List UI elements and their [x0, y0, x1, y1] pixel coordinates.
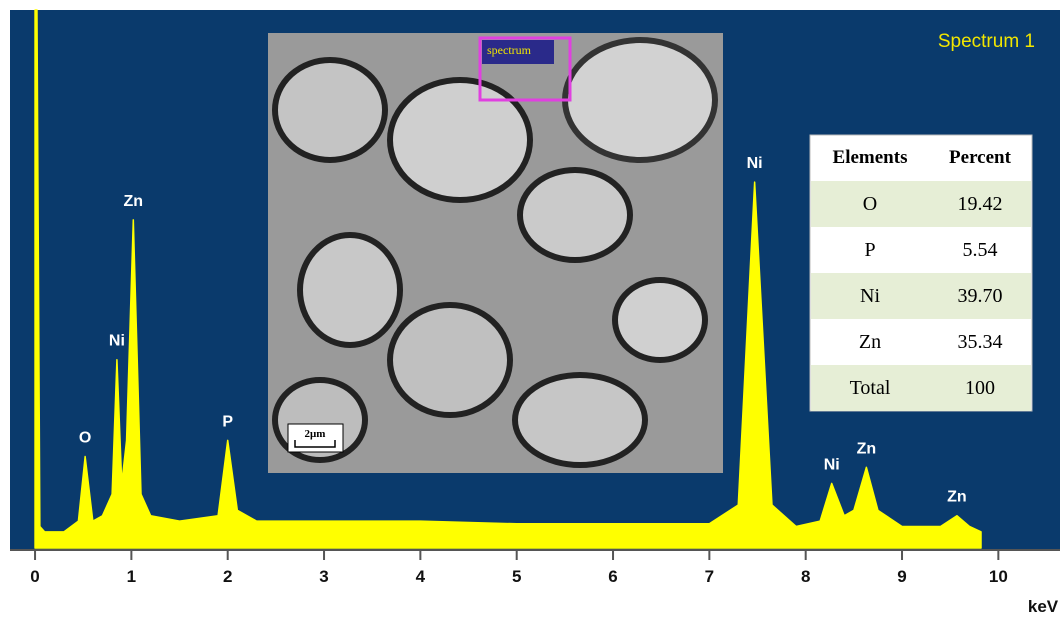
spectrum-label: spectrum	[487, 43, 532, 57]
table-cell: Total	[850, 377, 891, 399]
x-tick-label: 4	[416, 567, 426, 586]
table-cell: 39.70	[958, 285, 1003, 307]
table-cell: O	[863, 193, 877, 215]
x-tick-label: 6	[608, 567, 617, 586]
scale-bar-label: 2μm	[305, 428, 326, 440]
grain	[300, 235, 400, 345]
x-axis-label: keV	[1028, 597, 1059, 616]
x-tick-label: 10	[989, 567, 1008, 586]
grain	[565, 40, 715, 160]
table-cell: 19.42	[958, 193, 1003, 215]
peak-label: Ni	[109, 333, 125, 350]
peak-label: P	[222, 413, 233, 430]
peak-label: Ni	[747, 155, 763, 172]
table-row-band	[811, 365, 1031, 411]
x-tick-label: 7	[705, 567, 714, 586]
peak-label: Ni	[824, 456, 840, 473]
grain	[515, 375, 645, 465]
x-tick-label: 1	[127, 567, 136, 586]
grain	[275, 60, 385, 160]
table-cell: P	[864, 239, 875, 261]
table-cell: 100	[965, 377, 995, 399]
x-tick-label: 9	[897, 567, 906, 586]
x-tick-label: 3	[319, 567, 328, 586]
table-cell: Zn	[859, 331, 881, 353]
peak-label: Zn	[947, 489, 967, 506]
table-cell: Ni	[860, 285, 880, 307]
chart-title: Spectrum 1	[938, 31, 1035, 52]
grain	[615, 280, 705, 360]
table-cell: 5.54	[963, 239, 998, 261]
x-tick-label: 8	[801, 567, 810, 586]
peak-label: Zn	[124, 193, 144, 210]
x-tick-label: 0	[30, 567, 39, 586]
x-tick-label: 5	[512, 567, 521, 586]
peak-label: O	[79, 430, 91, 447]
table-cell: 35.34	[958, 331, 1003, 353]
table-header: Elements	[833, 147, 908, 168]
grain	[390, 305, 510, 415]
figure: Spectrum 1 keV spectrum 2μm Elements Perc…	[0, 0, 1060, 617]
inset-image: spectrum 2μm	[268, 33, 723, 473]
x-tick-label: 2	[223, 567, 232, 586]
grain	[390, 80, 530, 200]
grain	[520, 170, 630, 260]
peak-label: Zn	[857, 440, 877, 457]
table-header: Percent	[949, 147, 1012, 168]
